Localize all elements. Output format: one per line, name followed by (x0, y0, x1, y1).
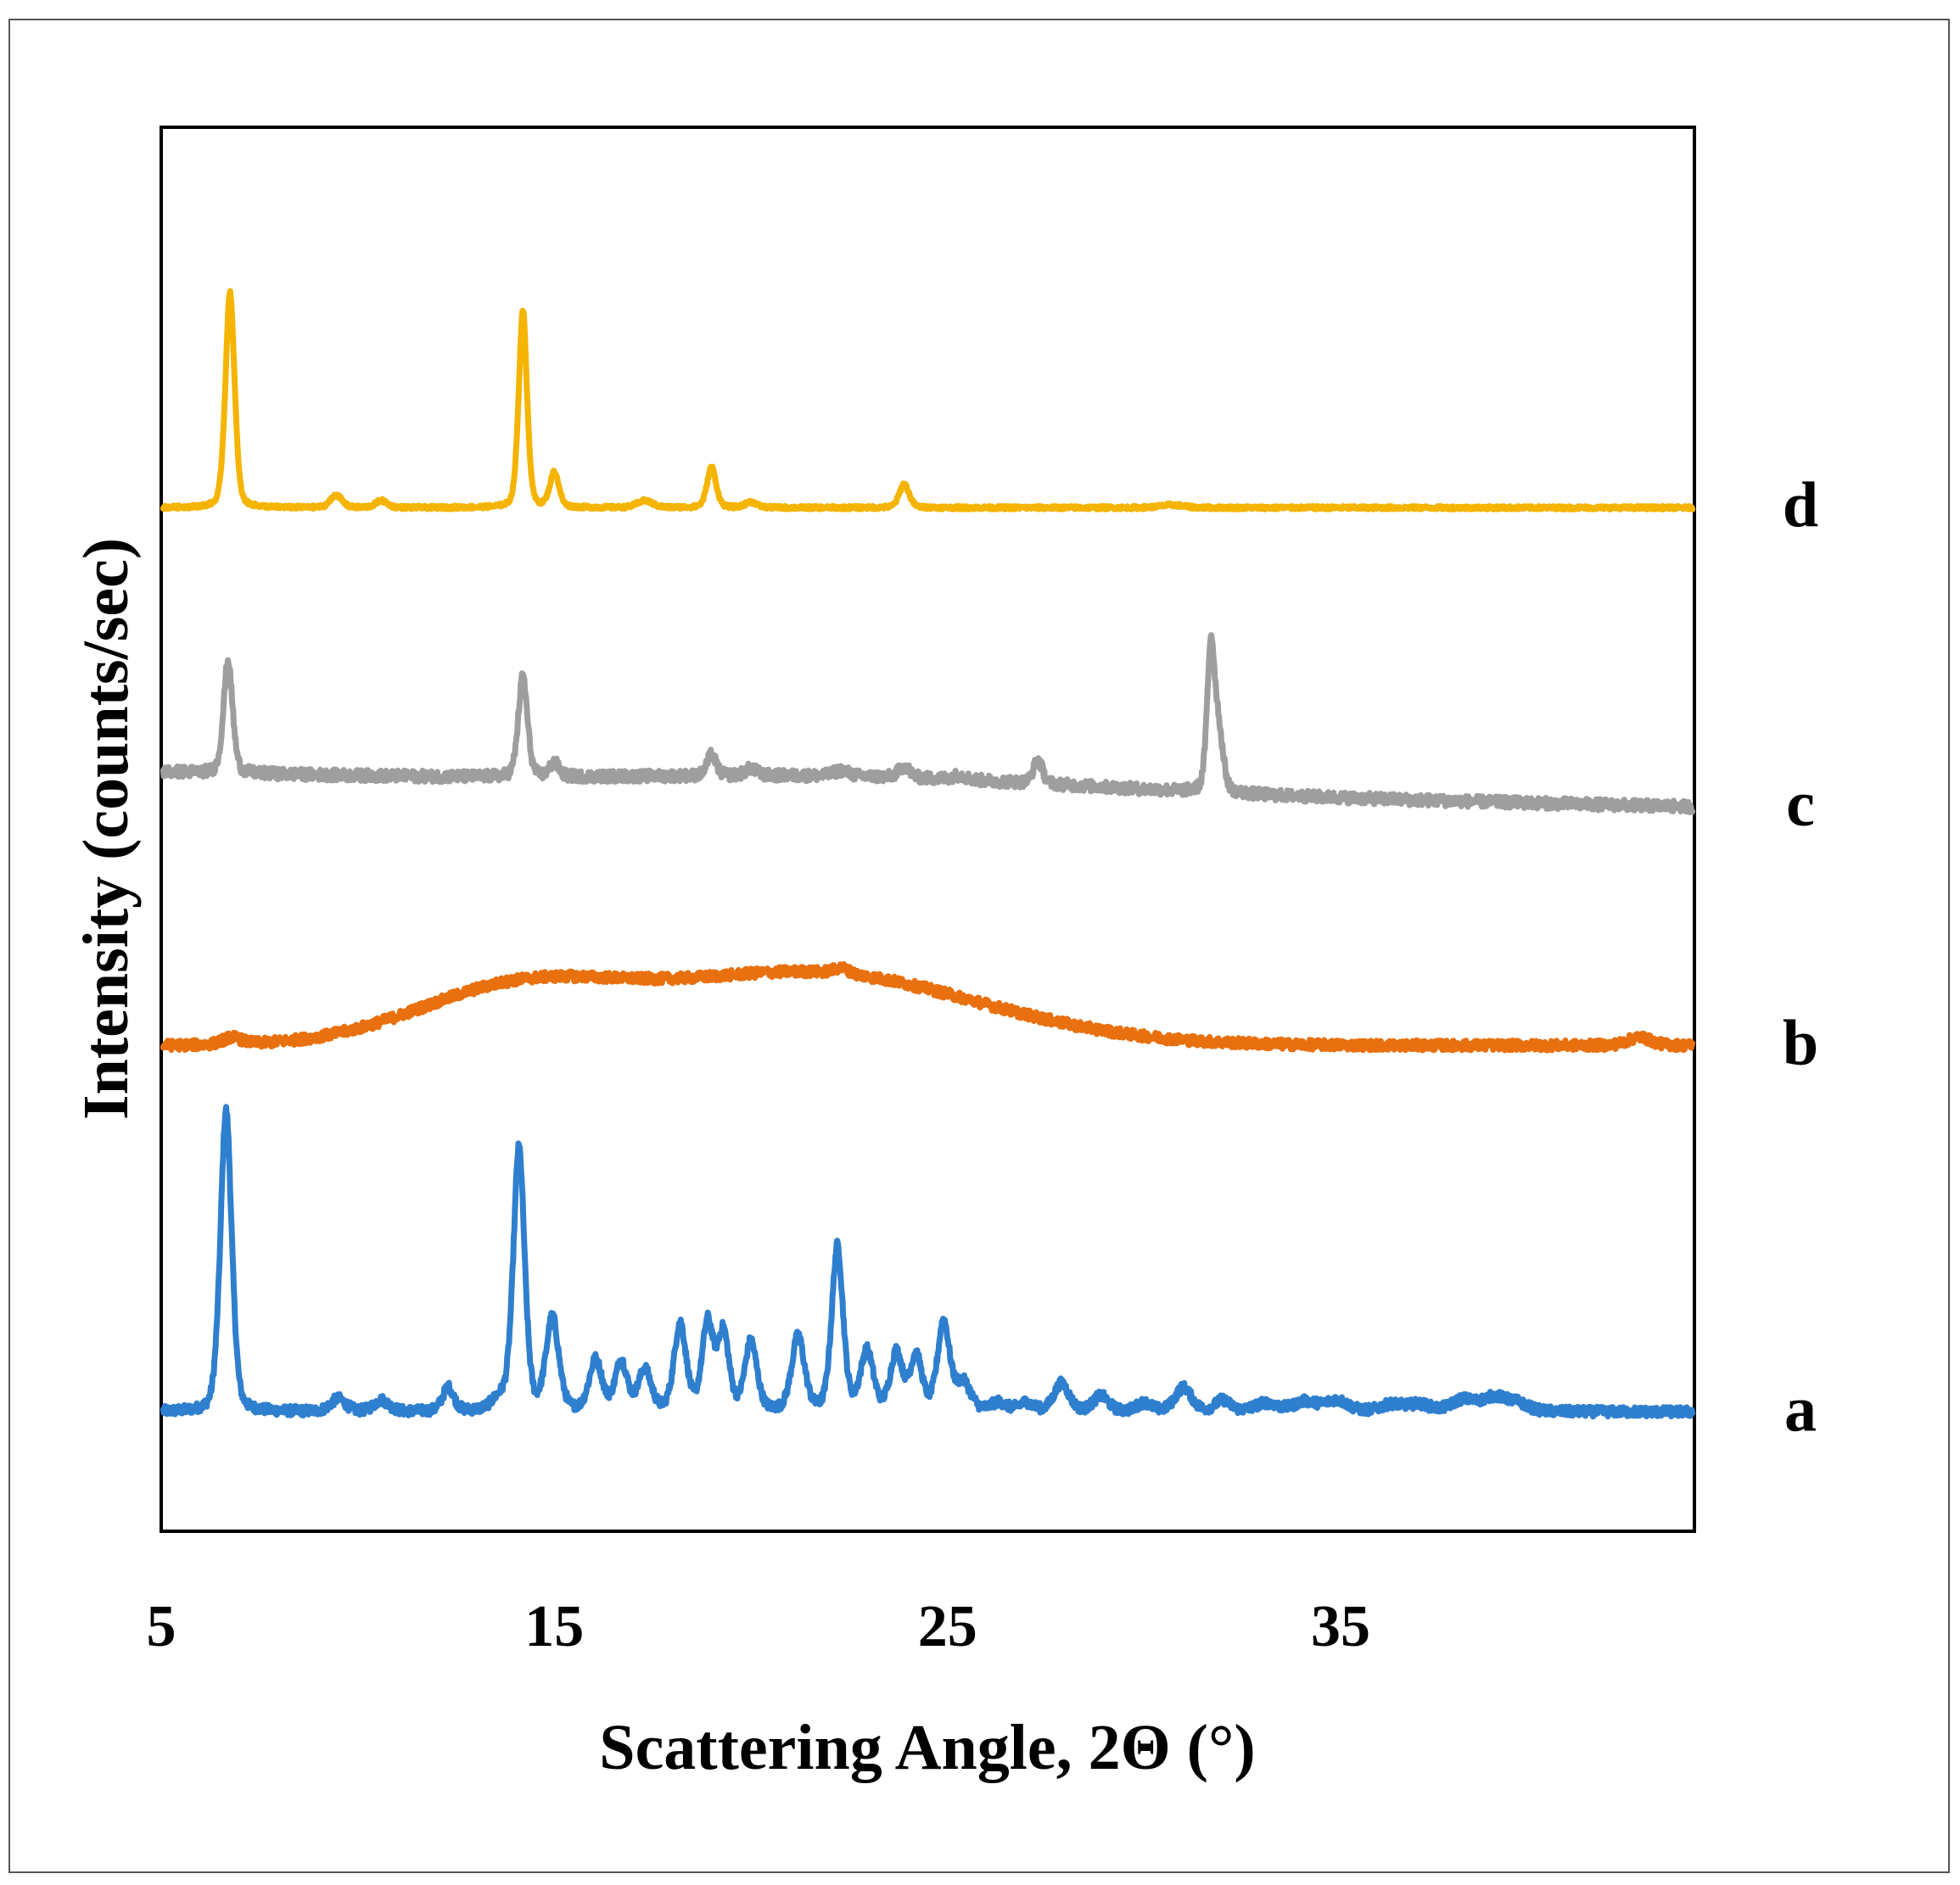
series-layer (160, 288, 1696, 1420)
x-tick-label-5: 5 (147, 1594, 176, 1659)
series-labels: a b c d (1783, 470, 1818, 1446)
series-label-c: c (1786, 769, 1815, 840)
series-label-a: a (1784, 1373, 1817, 1445)
x-tick-label-25: 25 (918, 1594, 977, 1659)
plot-area (160, 126, 1696, 1533)
y-axis-title: Intensity (counts/sec) (70, 538, 142, 1120)
x-tick-labels: 5 15 25 35 (147, 1594, 1371, 1659)
x-tick-label-15: 15 (524, 1594, 584, 1659)
series-line-b (160, 961, 1696, 1054)
series-line-c (160, 632, 1696, 815)
x-axis-title: Scattering Angle, 2Θ (°) (599, 1712, 1255, 1783)
series-line-d (160, 288, 1696, 512)
x-tick-label-35: 35 (1311, 1594, 1370, 1659)
series-label-d: d (1783, 470, 1818, 541)
series-label-b: b (1783, 1007, 1818, 1078)
series-line-a (160, 1104, 1696, 1420)
